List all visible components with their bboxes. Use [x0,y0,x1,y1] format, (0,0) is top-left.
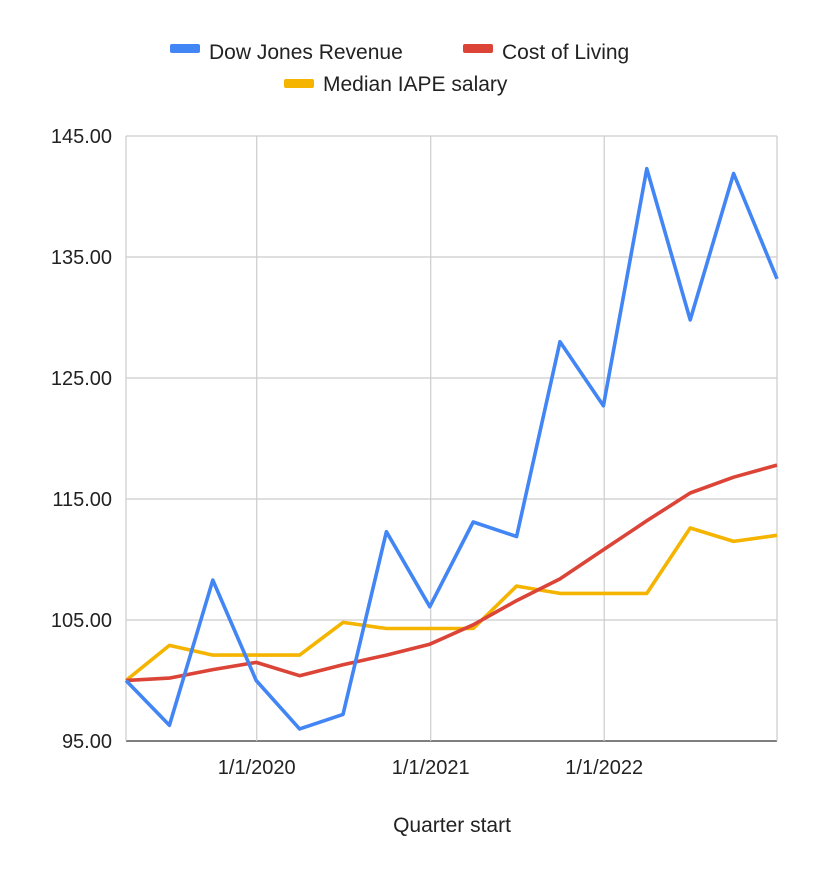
grid [125,135,778,742]
legend-swatch-median-iape-salary [284,79,314,88]
x-tick-label: 1/1/2022 [565,757,643,779]
legend: Dow Jones Revenue Cost of Living Median … [170,41,629,96]
y-tick-label: 125.00 [51,368,112,390]
series-line-median-iape-salary [124,526,778,682]
y-tick-label: 115.00 [52,489,112,511]
x-axis-title: Quarter start [393,814,511,837]
series-lines [124,166,779,731]
series-line-cost-of-living [125,463,778,683]
legend-label-dow-jones-revenue: Dow Jones Revenue [209,41,403,64]
y-tick-label: 145.00 [51,126,112,148]
x-tick-label: 1/1/2020 [218,757,296,779]
x-tick-label: 1/1/2021 [392,757,470,779]
x-axis-ticks: 1/1/2020 1/1/2021 1/1/2022 [218,757,643,779]
y-tick-label: 105.00 [51,610,112,632]
legend-swatch-cost-of-living [463,44,493,53]
y-tick-label: 135.00 [51,247,112,269]
series-line-dow-jones-revenue [124,166,779,731]
legend-label-cost-of-living: Cost of Living [502,41,629,64]
y-axis-ticks: 95.00 105.00 115.00 125.00 135.00 145.00 [51,126,112,753]
legend-label-median-iape-salary: Median IAPE salary [323,73,508,96]
legend-swatch-dow-jones-revenue [170,44,200,53]
y-tick-label: 95.00 [62,731,112,753]
